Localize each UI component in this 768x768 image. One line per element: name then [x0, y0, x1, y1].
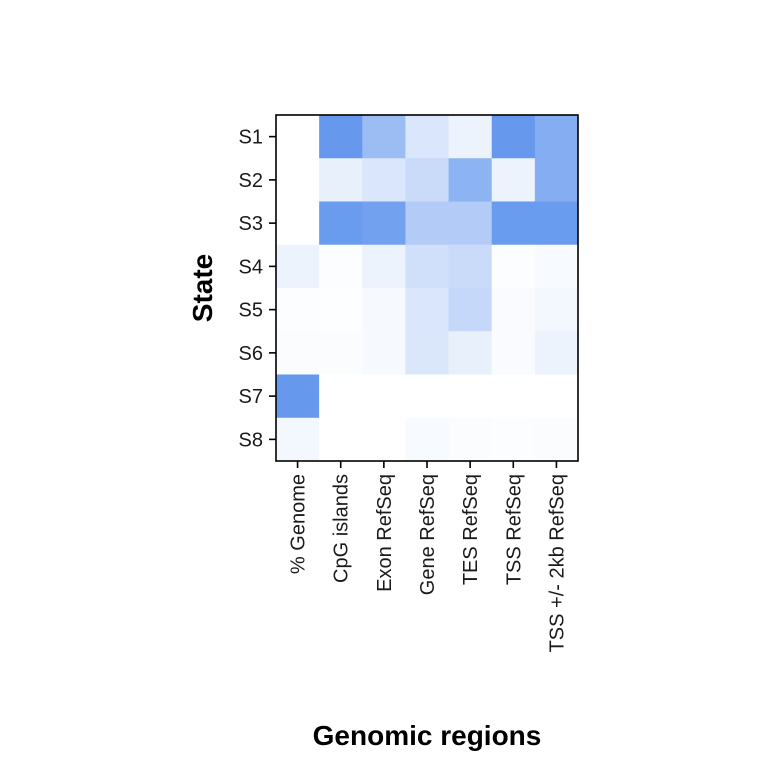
heatmap-cell: [319, 331, 363, 375]
heatmap-cell: [276, 115, 320, 159]
y-axis: S1 S2 S3 S4 S5 S6 S7 S8: [239, 127, 276, 451]
y-tick-label: S8: [239, 429, 263, 451]
heatmap-cell: [405, 244, 450, 289]
x-tick-label: TES RefSeq: [460, 474, 482, 585]
x-tick-label: CpG islands: [331, 474, 353, 583]
heatmap-cell: [405, 374, 450, 419]
heatmap-cell: [534, 417, 579, 462]
heatmap-cell: [534, 374, 579, 419]
heatmap-cell: [362, 288, 406, 332]
heatmap-cell: [491, 158, 536, 202]
heatmap-cell: [448, 244, 493, 289]
y-tick-label: S1: [239, 127, 263, 149]
heatmap-cell: [276, 158, 320, 202]
heatmap-cell: [491, 115, 536, 159]
heatmap-cell: [448, 158, 493, 202]
heatmap-cell: [534, 331, 579, 375]
heatmap-cell: [276, 201, 320, 246]
y-tick-label: S5: [239, 300, 263, 322]
heatmap-cell: [319, 201, 363, 246]
heatmap-cell: [362, 201, 406, 246]
heatmap-cell: [276, 417, 320, 462]
heatmap-cell: [534, 201, 579, 246]
heatmap-cell: [405, 115, 450, 159]
heatmap-cell: [319, 158, 363, 202]
heatmap-cell: [491, 244, 536, 289]
heatmap-cell: [362, 115, 406, 159]
y-tick-label: S3: [239, 213, 263, 235]
heatmap-cell: [405, 417, 450, 462]
heatmap-cell: [448, 374, 493, 419]
heatmap-cell: [319, 288, 363, 332]
y-axis-title: State: [187, 254, 218, 322]
heatmap-cell: [362, 417, 406, 462]
heatmap-cell: [491, 331, 536, 375]
y-tick-label: S6: [239, 343, 263, 365]
heatmap-cell: [362, 158, 406, 202]
y-tick-label: S4: [239, 256, 263, 278]
heatmap-cells: [276, 115, 579, 462]
heatmap-cell: [276, 244, 320, 289]
heatmap-cell: [534, 115, 579, 159]
x-tick-label: Exon RefSeq: [374, 474, 396, 592]
x-tick-label: TSS RefSeq: [503, 474, 525, 585]
heatmap-cell: [362, 374, 406, 419]
heatmap-cell: [534, 244, 579, 289]
heatmap-cell: [276, 288, 320, 332]
x-tick-label: TSS +/- 2kb RefSeq: [546, 474, 568, 652]
heatmap-cell: [276, 331, 320, 375]
heatmap-cell: [534, 288, 579, 332]
heatmap-cell: [405, 288, 450, 332]
x-tick-label: Gene RefSeq: [417, 474, 439, 595]
heatmap-cell: [319, 244, 363, 289]
heatmap-cell: [319, 374, 363, 419]
heatmap-cell: [405, 201, 450, 246]
heatmap-cell: [319, 115, 363, 159]
heatmap-cell: [491, 201, 536, 246]
y-tick-label: S2: [239, 170, 263, 192]
heatmap-cell: [448, 331, 493, 375]
x-axis-title: Genomic regions: [313, 720, 542, 751]
heatmap-cell: [491, 374, 536, 419]
x-tick-label: % Genome: [288, 474, 310, 574]
heatmap-cell: [405, 158, 450, 202]
heatmap-cell: [362, 331, 406, 375]
heatmap-cell: [319, 417, 363, 462]
y-tick-label: S7: [239, 386, 263, 408]
heatmap-cell: [405, 331, 450, 375]
heatmap-cell: [448, 201, 493, 246]
heatmap-cell: [491, 417, 536, 462]
heatmap-cell: [362, 244, 406, 289]
x-axis: % Genome CpG islands Exon RefSeq Gene RefSe…: [288, 461, 568, 652]
heatmap-cell: [534, 158, 579, 202]
heatmap-cell: [448, 417, 493, 462]
heatmap-cell: [491, 288, 536, 332]
heatmap-cell: [276, 374, 320, 419]
heatmap-cell: [448, 288, 493, 332]
heatmap-cell: [448, 115, 493, 159]
